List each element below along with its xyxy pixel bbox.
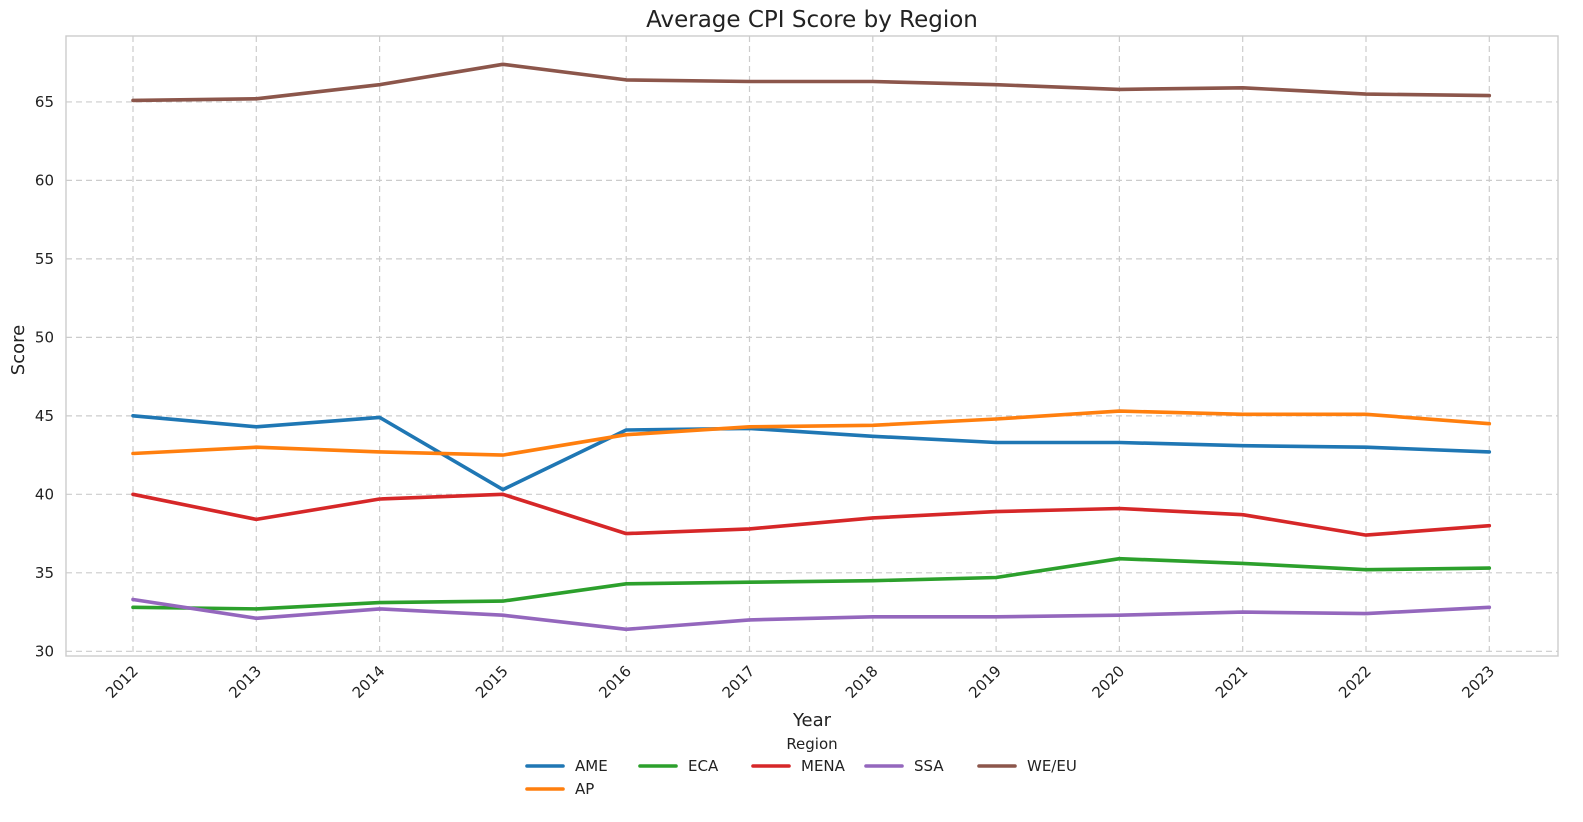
series-line-ame bbox=[131, 413, 1492, 492]
series-line-eca bbox=[131, 556, 1492, 611]
x-tick-label-2015: 2015 bbox=[472, 662, 512, 702]
x-tick-label-2023: 2023 bbox=[1458, 662, 1498, 702]
legend-label-ame: AME bbox=[575, 757, 608, 775]
y-tick-label-40: 40 bbox=[35, 485, 54, 503]
y-axis-label: Score bbox=[8, 325, 29, 375]
x-tick-label-2014: 2014 bbox=[349, 662, 389, 702]
x-tick-label-2017: 2017 bbox=[719, 662, 759, 702]
chart-title: Average CPI Score by Region bbox=[646, 7, 978, 33]
y-tick-label-35: 35 bbox=[35, 564, 54, 582]
x-axis-label: Year bbox=[792, 710, 832, 731]
y-tick-label-55: 55 bbox=[35, 250, 54, 268]
x-tick-label-2022: 2022 bbox=[1335, 662, 1375, 702]
y-tick-label-65: 65 bbox=[35, 93, 54, 111]
legend-title: Region bbox=[786, 735, 837, 753]
plot-frame bbox=[65, 35, 1559, 657]
series-line-we-eu bbox=[131, 62, 1492, 103]
x-tick-label-2018: 2018 bbox=[842, 662, 882, 702]
y-tick-label-45: 45 bbox=[35, 407, 54, 425]
legend-label-ap: AP bbox=[575, 780, 594, 798]
y-tick-label-50: 50 bbox=[35, 328, 54, 346]
legend-label-mena: MENA bbox=[801, 757, 846, 775]
legend: Region AME ECA MENA SSA WE/EU AP bbox=[525, 735, 1077, 798]
series-line-ap bbox=[131, 409, 1492, 457]
y-tick-label-30: 30 bbox=[35, 642, 54, 660]
series-lines bbox=[131, 62, 1492, 632]
y-tick-label-60: 60 bbox=[35, 171, 54, 189]
x-tick-label-2012: 2012 bbox=[102, 662, 142, 702]
series-line-mena bbox=[131, 492, 1492, 537]
series-line-ssa bbox=[131, 597, 1492, 632]
legend-label-we-eu: WE/EU bbox=[1027, 757, 1077, 775]
legend-label-ssa: SSA bbox=[914, 757, 944, 775]
x-tick-label-2021: 2021 bbox=[1212, 662, 1252, 702]
legend-label-eca: ECA bbox=[688, 757, 719, 775]
x-tick-label-2013: 2013 bbox=[225, 662, 265, 702]
x-tick-label-2019: 2019 bbox=[965, 662, 1005, 702]
x-tick-label-2016: 2016 bbox=[595, 662, 635, 702]
x-tick-label-2020: 2020 bbox=[1088, 662, 1128, 702]
grid-lines bbox=[66, 36, 1558, 656]
